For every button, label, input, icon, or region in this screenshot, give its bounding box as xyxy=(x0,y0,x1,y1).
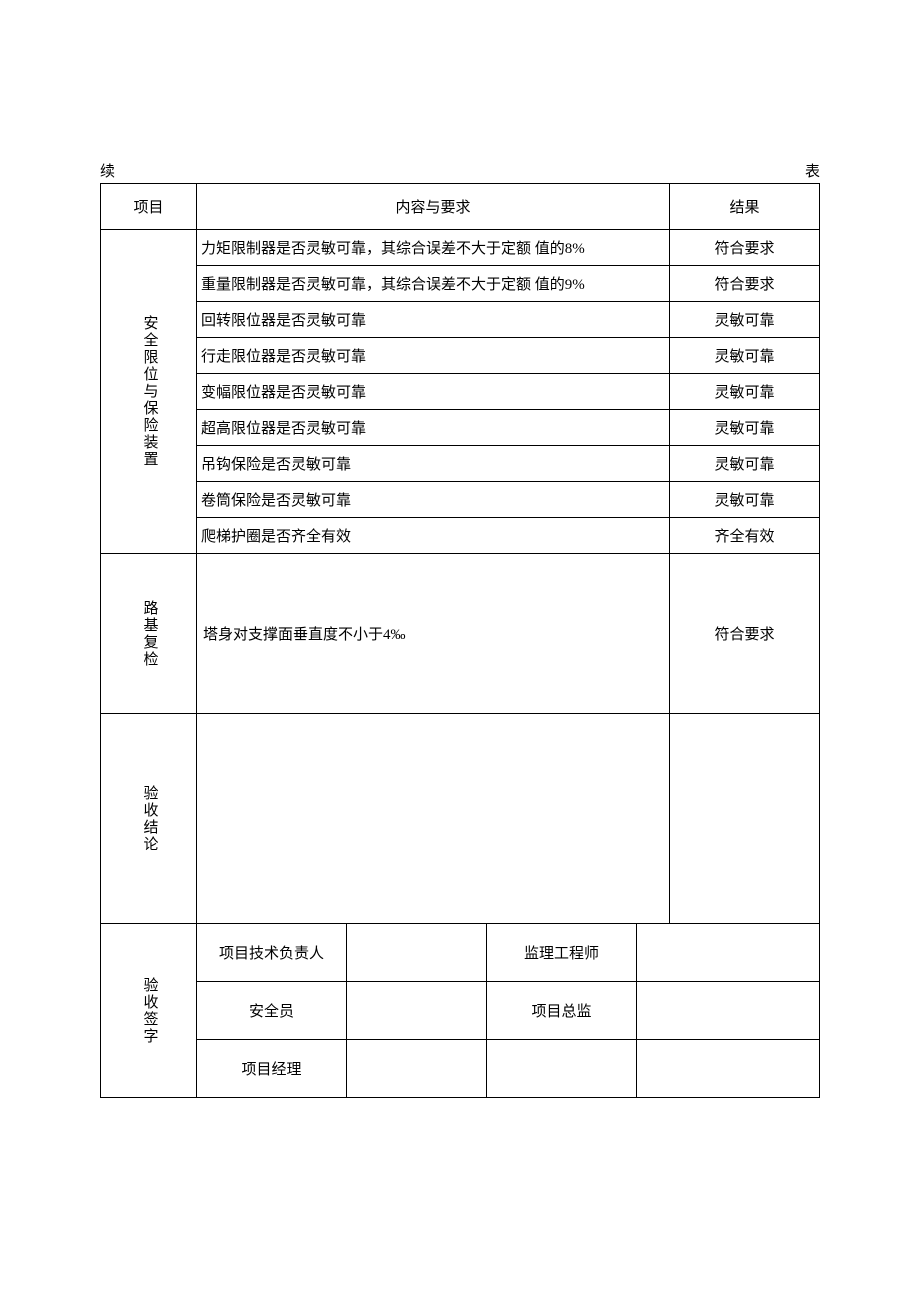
sig-right-blank xyxy=(637,924,820,982)
signature-category-cell: 验收签字 xyxy=(101,924,197,1098)
safety-result: 符合要求 xyxy=(670,230,820,266)
conclusion-result xyxy=(670,714,820,924)
sig-left-label: 项目经理 xyxy=(197,1040,347,1098)
sig-right-blank xyxy=(637,1040,820,1098)
safety-result: 灵敏可靠 xyxy=(670,482,820,518)
safety-result: 符合要求 xyxy=(670,266,820,302)
table-row: 项目经理 xyxy=(101,1040,820,1098)
sig-left-label: 项目技术负责人 xyxy=(197,924,347,982)
safety-result: 灵敏可靠 xyxy=(670,374,820,410)
header-category: 项目 xyxy=(101,184,197,230)
safety-content: 爬梯护圈是否齐全有效 xyxy=(197,518,670,554)
safety-content: 卷筒保险是否灵敏可靠 xyxy=(197,482,670,518)
table-row: 变幅限位器是否灵敏可靠 灵敏可靠 xyxy=(101,374,820,410)
conclusion-category-cell: 验收结论 xyxy=(101,714,197,924)
table-row: 路基复检 塔身对支撑面垂直度不小于4‰ 符合要求 xyxy=(101,554,820,714)
signature-label: 验收签字 xyxy=(137,977,161,1045)
continuation-right: 表 xyxy=(805,160,820,181)
sig-right-label: 项目总监 xyxy=(487,982,637,1040)
safety-content: 吊钩保险是否灵敏可靠 xyxy=(197,446,670,482)
safety-content: 重量限制器是否灵敏可靠，其综合误差不大于定额 值的9% xyxy=(197,266,670,302)
sig-right-label xyxy=(487,1040,637,1098)
recheck-result: 符合要求 xyxy=(670,554,820,714)
sig-left-blank xyxy=(347,924,487,982)
table-row: 爬梯护圈是否齐全有效 齐全有效 xyxy=(101,518,820,554)
inspection-table: 项目 内容与要求 结果 安全限位与保险装置 力矩限制器是否灵敏可靠，其综合误差不… xyxy=(100,183,820,1098)
sig-left-blank xyxy=(347,982,487,1040)
table-row: 卷筒保险是否灵敏可靠 灵敏可靠 xyxy=(101,482,820,518)
recheck-category-cell: 路基复检 xyxy=(101,554,197,714)
recheck-content: 塔身对支撑面垂直度不小于4‰ xyxy=(197,554,670,714)
safety-content: 行走限位器是否灵敏可靠 xyxy=(197,338,670,374)
table-row: 安全限位与保险装置 力矩限制器是否灵敏可靠，其综合误差不大于定额 值的8% 符合… xyxy=(101,230,820,266)
table-row: 行走限位器是否灵敏可靠 灵敏可靠 xyxy=(101,338,820,374)
safety-content: 超高限位器是否灵敏可靠 xyxy=(197,410,670,446)
table-row: 验收签字 项目技术负责人 监理工程师 xyxy=(101,924,820,982)
sig-right-blank xyxy=(637,982,820,1040)
header-content: 内容与要求 xyxy=(197,184,670,230)
safety-category-cell: 安全限位与保险装置 xyxy=(101,230,197,554)
table-row: 回转限位器是否灵敏可靠 灵敏可靠 xyxy=(101,302,820,338)
safety-content: 力矩限制器是否灵敏可靠，其综合误差不大于定额 值的8% xyxy=(197,230,670,266)
conclusion-label: 验收结论 xyxy=(137,785,161,853)
table-header-row: 项目 内容与要求 结果 xyxy=(101,184,820,230)
sig-right-label: 监理工程师 xyxy=(487,924,637,982)
table-row: 吊钩保险是否灵敏可靠 灵敏可靠 xyxy=(101,446,820,482)
header-result: 结果 xyxy=(670,184,820,230)
table-row: 重量限制器是否灵敏可靠，其综合误差不大于定额 值的9% 符合要求 xyxy=(101,266,820,302)
conclusion-content xyxy=(197,714,670,924)
continuation-header: 续 表 xyxy=(100,160,820,181)
sig-left-label: 安全员 xyxy=(197,982,347,1040)
safety-result: 灵敏可靠 xyxy=(670,446,820,482)
sig-left-blank xyxy=(347,1040,487,1098)
table-row: 验收结论 xyxy=(101,714,820,924)
safety-content: 变幅限位器是否灵敏可靠 xyxy=(197,374,670,410)
safety-result: 灵敏可靠 xyxy=(670,338,820,374)
safety-result: 灵敏可靠 xyxy=(670,410,820,446)
safety-label: 安全限位与保险装置 xyxy=(137,315,161,468)
table-row: 超高限位器是否灵敏可靠 灵敏可靠 xyxy=(101,410,820,446)
safety-content: 回转限位器是否灵敏可靠 xyxy=(197,302,670,338)
recheck-label: 路基复检 xyxy=(137,600,161,668)
continuation-left: 续 xyxy=(100,160,115,181)
safety-result: 齐全有效 xyxy=(670,518,820,554)
safety-result: 灵敏可靠 xyxy=(670,302,820,338)
table-row: 安全员 项目总监 xyxy=(101,982,820,1040)
